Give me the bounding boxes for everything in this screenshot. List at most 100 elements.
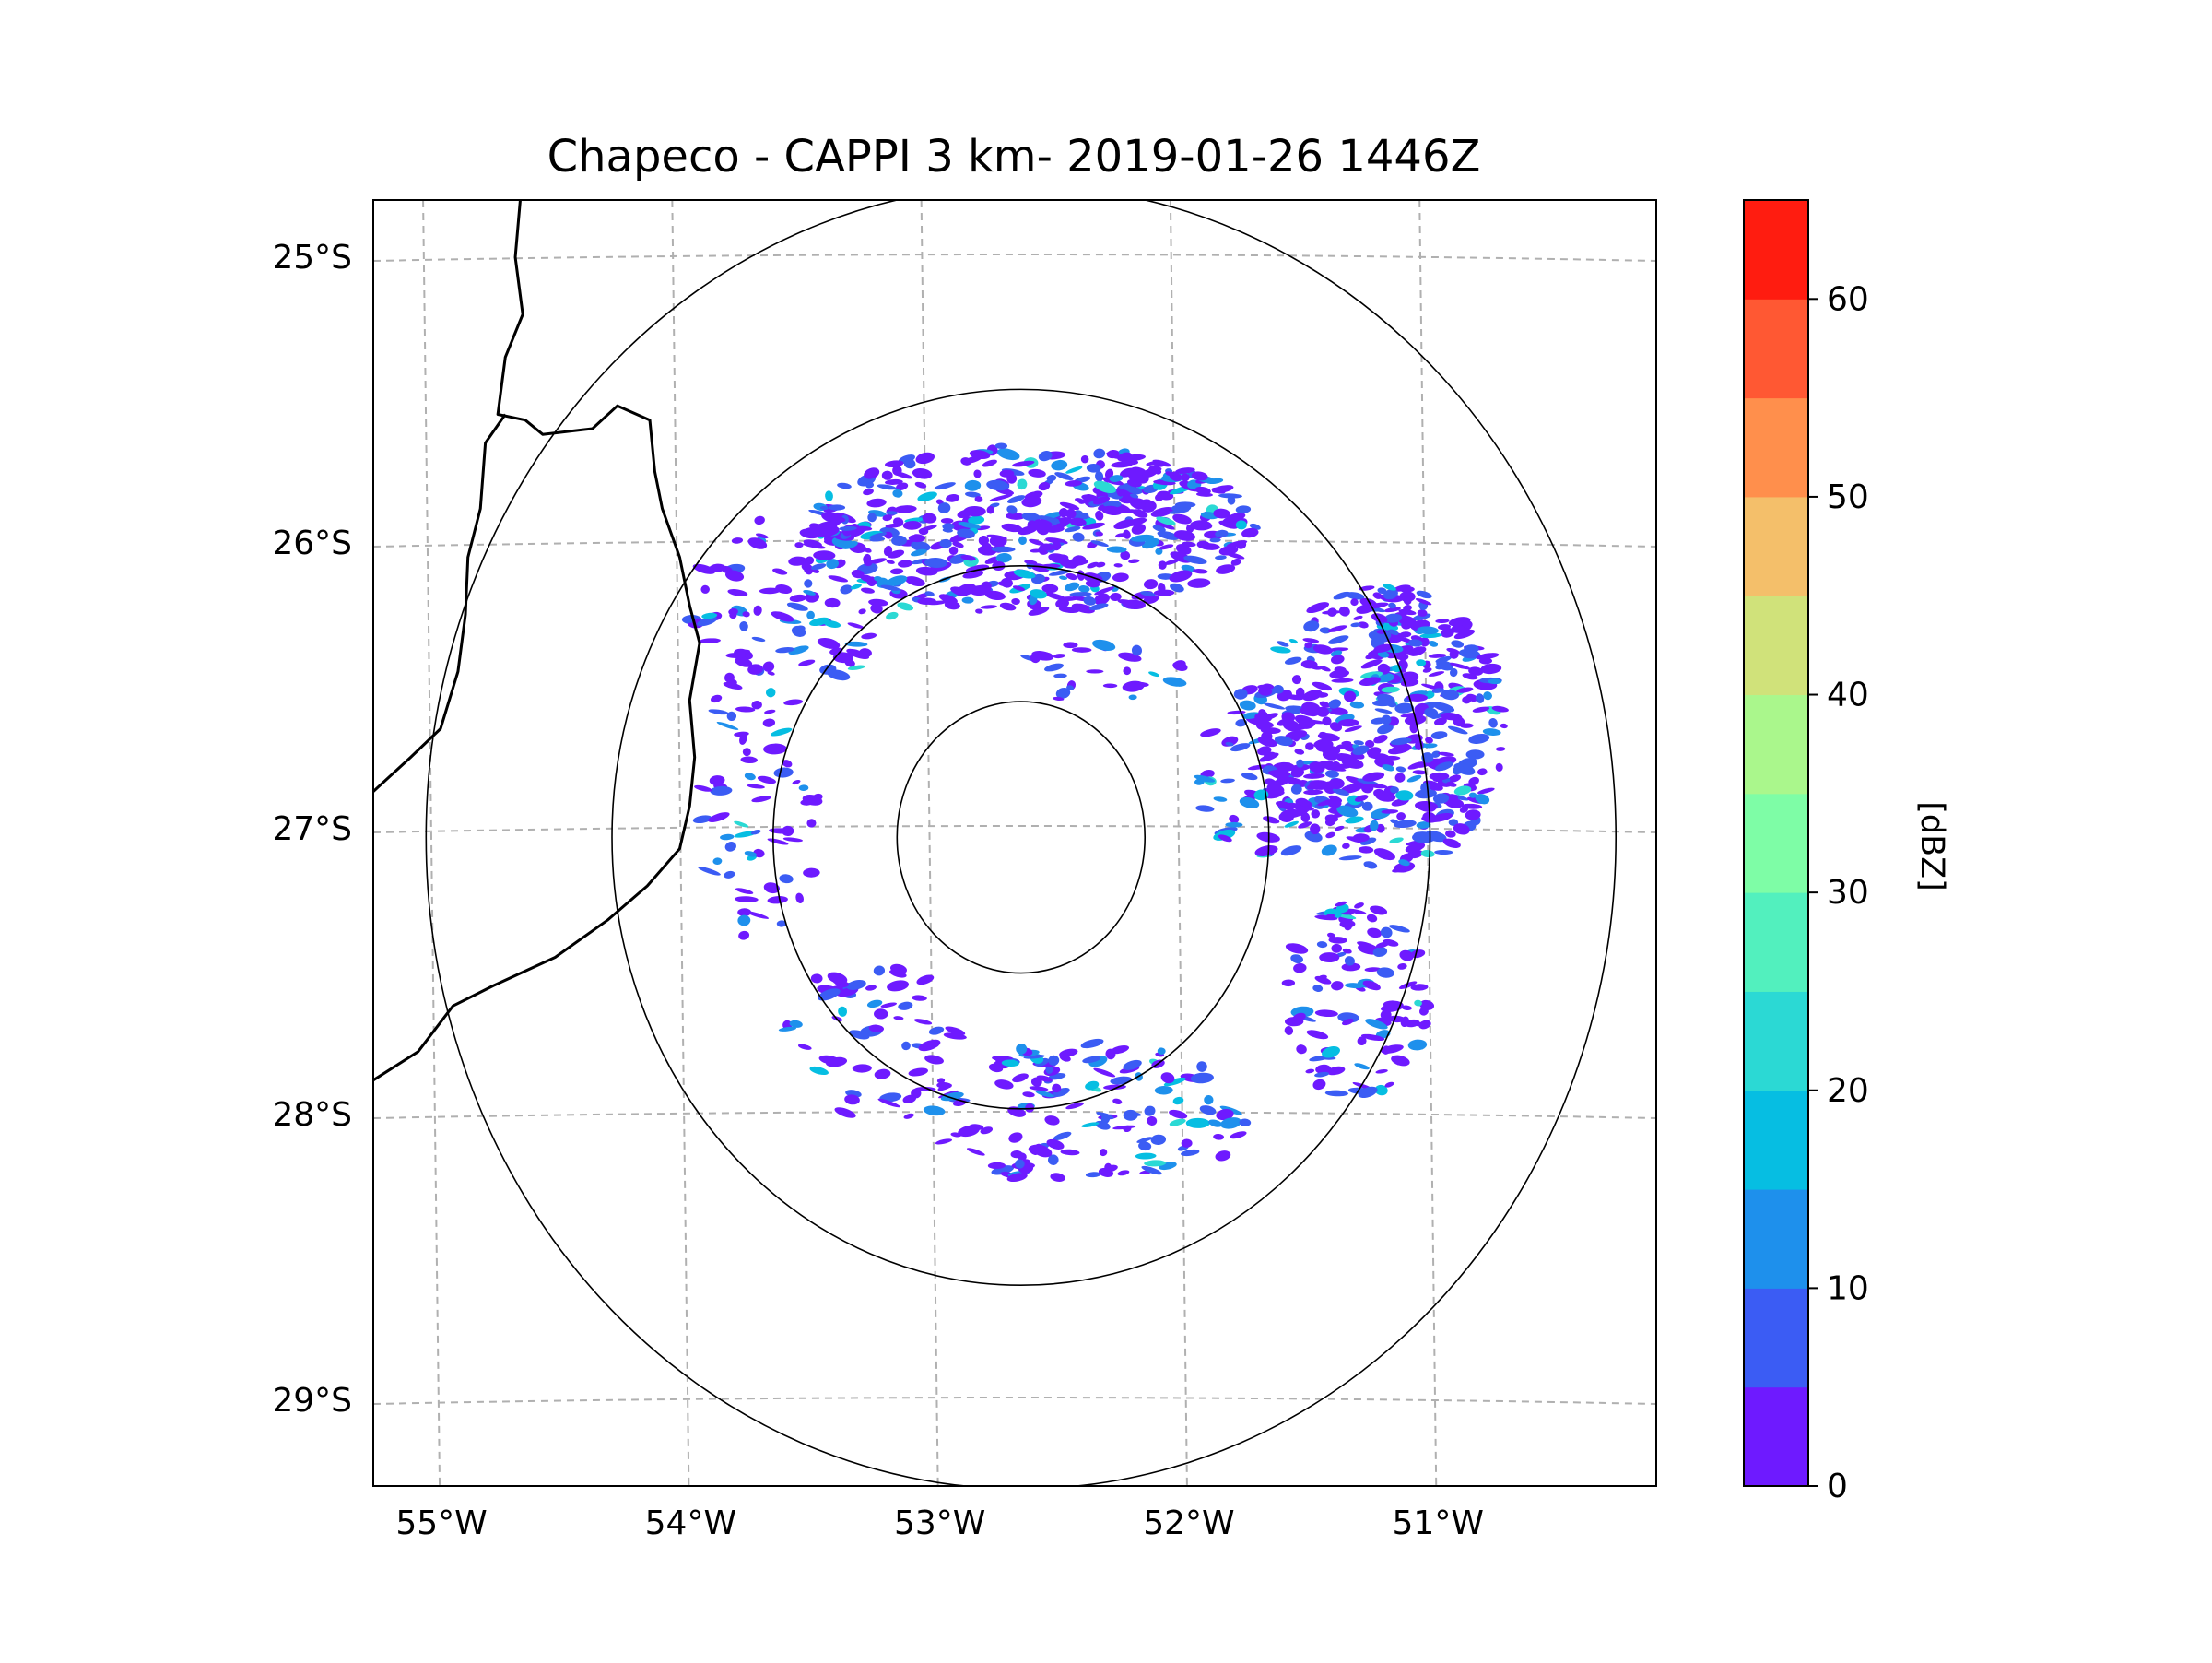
- echo-east-cluster: [1319, 627, 1332, 634]
- echo-east-cluster: [1403, 605, 1412, 612]
- echo-east-cluster: [1395, 790, 1414, 801]
- echo-east-cluster: [1477, 768, 1488, 776]
- echo-north-band: [886, 575, 908, 586]
- echo-north-band: [1117, 599, 1136, 606]
- echo-northwest-arc: [844, 658, 855, 667]
- echo-east-cluster: [1417, 626, 1439, 635]
- echo-north-band: [963, 506, 986, 517]
- echo-east-cluster: [1377, 587, 1387, 595]
- echo-east-inner: [1328, 778, 1345, 790]
- echo-north-band: [1069, 592, 1092, 597]
- echo-north-band: [1115, 533, 1126, 538]
- echo-south-arc: [1008, 1132, 1023, 1143]
- echo-east-cluster: [1397, 615, 1417, 626]
- echo-west-arc: [776, 920, 787, 927]
- echo-north-band: [924, 558, 948, 569]
- echo-south-arc: [1052, 1083, 1062, 1093]
- echo-north-band: [1101, 505, 1123, 516]
- echo-south-arc: [1204, 1095, 1214, 1105]
- echo-east-cluster: [1319, 666, 1331, 672]
- echo-southwest-arc: [928, 1026, 945, 1035]
- echo-northwest-arc: [844, 641, 868, 647]
- echo-east-cluster: [1395, 766, 1406, 773]
- echo-south-arc: [1015, 1159, 1025, 1169]
- echo-east-inner: [1266, 784, 1285, 795]
- echo-east-cluster: [1328, 647, 1349, 652]
- echo-east-inner: [1229, 814, 1240, 823]
- echo-south-arc: [1123, 1059, 1142, 1070]
- y-tick-label: 28°S: [272, 1096, 352, 1134]
- echo-north-band: [1241, 527, 1259, 538]
- echo-north-band: [1193, 569, 1208, 574]
- echo-south-arc: [988, 1063, 1004, 1073]
- echo-north-band: [865, 482, 875, 489]
- echo-south-arc: [1136, 1137, 1153, 1143]
- echo-north-band: [1094, 586, 1115, 596]
- echo-east-cluster: [1453, 785, 1472, 796]
- echo-north-band: [957, 528, 975, 539]
- echo-northwest-arc: [754, 515, 765, 525]
- echo-northwest-arc: [812, 569, 820, 573]
- echo-northwest-arc: [739, 621, 748, 631]
- echo-east-cluster: [1420, 850, 1435, 858]
- echo-south-arc: [1081, 1122, 1100, 1127]
- echo-east-cluster: [1491, 705, 1509, 713]
- echo-northwest-arc: [861, 587, 875, 594]
- echo-northwest-arc: [851, 569, 865, 579]
- echo-north-band: [1059, 560, 1077, 569]
- echo-northwest-arc: [751, 636, 766, 643]
- colorbar-bin: [1744, 596, 1808, 696]
- echo-south-arc: [987, 1162, 1006, 1170]
- echo-east-cluster: [1500, 723, 1508, 729]
- echo-southeast-arc: [1397, 963, 1407, 970]
- echo-west-arc: [763, 882, 781, 894]
- echo-north-band: [1072, 532, 1085, 542]
- echo-east-cluster: [1435, 619, 1450, 624]
- echo-east-cluster: [1290, 784, 1302, 795]
- echo-east-cluster: [1394, 702, 1415, 714]
- echo-north-band: [981, 581, 992, 592]
- echo-north-band: [1206, 478, 1224, 485]
- echo-east-cluster: [1392, 864, 1415, 873]
- echo-east-cluster: [1453, 770, 1463, 774]
- echo-southeast-arc: [1327, 932, 1336, 938]
- echo-south-arc: [1012, 1073, 1029, 1083]
- echo-east-inner: [1274, 736, 1293, 747]
- echo-northwest-arc: [846, 648, 870, 659]
- echo-northwest-arc: [813, 550, 836, 560]
- echo-north-band: [1038, 481, 1051, 491]
- echo-north-band: [912, 468, 933, 479]
- echo-north-band: [1152, 525, 1166, 532]
- echo-north-band: [896, 482, 909, 491]
- echo-northwest-arc: [880, 584, 900, 591]
- echo-east-cluster: [1419, 637, 1430, 647]
- echo-west-arc: [734, 820, 749, 828]
- echo-east-inner: [1254, 845, 1278, 857]
- echo-north-band: [942, 528, 953, 533]
- echo-north-band: [911, 548, 927, 557]
- echo-north-band: [1095, 510, 1104, 521]
- echo-inner-ring-north: [1052, 696, 1065, 702]
- echo-north-band: [915, 452, 935, 465]
- echo-northwest-arc: [863, 553, 872, 564]
- echo-west-arc: [694, 784, 712, 792]
- echo-north-band: [1190, 520, 1212, 531]
- echo-southeast-arc: [1312, 985, 1324, 992]
- echo-southeast-arc: [1331, 943, 1343, 953]
- echo-east-cluster: [1398, 608, 1417, 616]
- echo-south-arc: [1047, 1154, 1059, 1165]
- echo-north-band: [969, 450, 991, 460]
- echo-east-cluster: [1373, 848, 1395, 861]
- echo-northwest-arc: [801, 561, 811, 571]
- coastlines: [373, 200, 701, 1082]
- echo-north-band: [1069, 517, 1087, 527]
- echo-east-cluster: [1327, 635, 1349, 644]
- echo-southeast-arc: [1344, 956, 1355, 966]
- echo-southwest-arc: [827, 972, 848, 985]
- echo-southeast-arc: [1328, 937, 1347, 944]
- echo-north-band: [1095, 531, 1103, 537]
- echo-north-band: [942, 523, 955, 530]
- echo-east-cluster: [1396, 812, 1406, 820]
- echo-northwest-arc: [803, 543, 826, 549]
- echo-southeast-arc: [1314, 1009, 1338, 1018]
